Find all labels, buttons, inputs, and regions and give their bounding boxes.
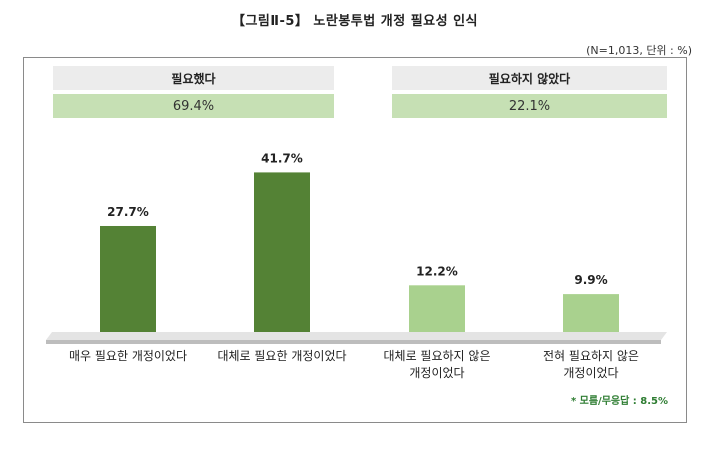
- sample-note: (N=1,013, 단위 : %): [586, 44, 692, 57]
- value-label-3: 12.2%: [416, 264, 458, 278]
- group-value-needed: 69.4%: [53, 94, 334, 118]
- baseline-top: [46, 332, 667, 340]
- category-label-line: 매우 필요한 개정이었다: [68, 349, 188, 363]
- category-label-line: 개정이었다: [409, 366, 465, 380]
- baseline-front: [46, 340, 661, 344]
- category-label-line: 대체로 필요한 개정이었다: [217, 349, 347, 363]
- bar-1: [100, 225, 156, 332]
- footnote: * 모름/무응답 : 8.5%: [570, 396, 668, 407]
- value-label-4: 9.9%: [574, 273, 607, 287]
- chart-baseline: [46, 332, 667, 344]
- category-label-1: 매우 필요한 개정이었다: [48, 348, 208, 365]
- chart-title: 【그림Ⅱ-5】 노란봉투법 개정 필요성 인식: [231, 14, 479, 29]
- value-label-2: 41.7%: [261, 151, 303, 165]
- group-header-not-needed: 필요하지 않았다: [392, 66, 667, 90]
- chart-frame: [23, 57, 687, 423]
- bar-3: [409, 285, 465, 332]
- category-label-line: 전혀 필요하지 않은: [543, 349, 639, 363]
- bar-4: [563, 294, 619, 332]
- group-value-not-needed: 22.1%: [392, 94, 667, 118]
- category-label-line: 대체로 필요하지 않은: [383, 349, 491, 363]
- category-label-line: 개정이었다: [563, 366, 619, 380]
- group-header-needed: 필요했다: [53, 66, 334, 90]
- value-label-1: 27.7%: [107, 205, 149, 219]
- category-label-2: 대체로 필요한 개정이었다: [202, 348, 362, 365]
- bars: [100, 172, 619, 332]
- value-labels: 27.7% 41.7% 12.2% 9.9%: [107, 151, 607, 287]
- bar-2: [254, 172, 310, 332]
